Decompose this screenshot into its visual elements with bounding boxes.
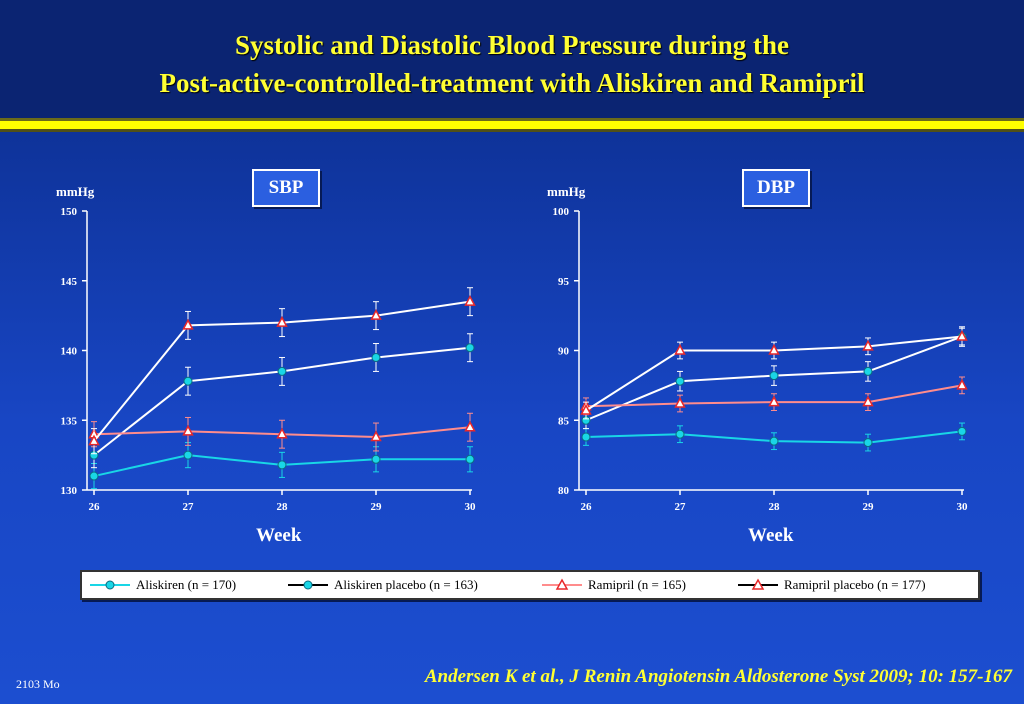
sbp-point-aliskiren xyxy=(277,460,287,470)
dbp-x-tick-label: 28 xyxy=(769,501,781,513)
dbp-point-aliskiren xyxy=(675,429,685,439)
dbp-point-ramipril_placebo xyxy=(674,343,686,355)
sbp-y-tick-label: 150 xyxy=(61,206,78,218)
dbp-point-ramipril xyxy=(768,395,780,407)
chart-legend: Aliskiren (n = 170) Aliskiren placebo (n… xyxy=(80,570,980,600)
dbp-point-ramipril xyxy=(674,396,686,408)
legend-label-ramipril-placebo: Ramipril placebo (n = 177) xyxy=(784,577,926,592)
sbp-point-aliskiren_placebo xyxy=(465,343,475,353)
sbp-point-aliskiren_placebo xyxy=(277,366,287,376)
sbp-y-tick-label: 140 xyxy=(61,346,78,358)
dbp-point-aliskiren xyxy=(957,426,967,436)
dbp-x-tick-label: 29 xyxy=(863,501,875,513)
sbp-x-tick-label: 30 xyxy=(465,501,477,513)
sbp-y-tick-label: 130 xyxy=(61,485,78,497)
dbp-x-tick-label: 27 xyxy=(675,501,687,513)
sbp-point-ramipril xyxy=(182,424,194,436)
dbp-point-ramipril_placebo xyxy=(580,403,592,415)
dbp-point-ramipril xyxy=(862,395,874,407)
dbp-x-tick-label: 30 xyxy=(957,501,969,513)
sbp-point-ramipril xyxy=(276,427,288,439)
dbp-point-aliskiren_placebo xyxy=(863,366,873,376)
legend-marker-ramipril-placebo-icon xyxy=(738,578,778,590)
sbp-x-tick-label: 27 xyxy=(183,501,195,513)
dbp-y-tick-label: 80 xyxy=(558,485,570,497)
sbp-point-ramipril_placebo xyxy=(182,318,194,330)
dbp-panel-title: DBP xyxy=(742,169,810,207)
sbp-x-axis-label: Week xyxy=(256,525,302,546)
dbp-point-aliskiren_placebo xyxy=(769,371,779,381)
slide-title-line-2: Post-active-controlled-treatment with Al… xyxy=(159,68,865,98)
dbp-point-aliskiren xyxy=(863,438,873,448)
dbp-point-aliskiren_placebo xyxy=(675,376,685,386)
title-divider-lower xyxy=(0,129,1024,132)
legend-label-ramipril: Ramipril (n = 165) xyxy=(588,577,686,592)
sbp-point-ramipril xyxy=(464,420,476,432)
dbp-y-tick-label: 90 xyxy=(558,346,570,358)
dbp-x-axis-label: Week xyxy=(748,525,794,546)
slide-code: 2103 Mo xyxy=(16,677,60,691)
dbp-y-tick-label: 100 xyxy=(553,206,570,218)
legend-marker-aliskiren-icon xyxy=(90,580,130,590)
sbp-y-axis-label: mmHg xyxy=(56,184,95,199)
legend-label-aliskiren-placebo: Aliskiren placebo (n = 163) xyxy=(334,577,478,592)
sbp-x-tick-label: 26 xyxy=(89,501,101,513)
sbp-point-aliskiren xyxy=(465,454,475,464)
dbp-x-tick-label: 26 xyxy=(581,501,593,513)
dbp-point-ramipril xyxy=(956,378,968,390)
sbp-point-aliskiren xyxy=(89,471,99,481)
sbp-y-tick-label: 135 xyxy=(61,415,78,427)
legend-marker-ramipril-icon xyxy=(542,578,582,590)
sbp-panel-title: SBP xyxy=(252,169,320,207)
dbp-point-ramipril_placebo xyxy=(768,343,780,355)
citation: Andersen K et al., J Renin Angiotensin A… xyxy=(424,666,1012,687)
dbp-point-ramipril_placebo xyxy=(862,339,874,351)
sbp-point-aliskiren xyxy=(371,454,381,464)
sbp-point-ramipril xyxy=(370,430,382,442)
sbp-point-ramipril_placebo xyxy=(464,295,476,306)
sbp-point-aliskiren_placebo xyxy=(371,352,381,362)
dbp-point-aliskiren xyxy=(581,432,591,442)
sbp-point-aliskiren_placebo xyxy=(183,376,193,386)
sbp-y-tick-label: 145 xyxy=(61,276,78,288)
title-bar: Systolic and Diastolic Blood Pressure du… xyxy=(0,0,1024,118)
legend-label-aliskiren: Aliskiren (n = 170) xyxy=(136,577,237,592)
sbp-point-aliskiren xyxy=(183,450,193,460)
dbp-y-tick-label: 85 xyxy=(558,415,570,427)
sbp-point-ramipril_placebo xyxy=(88,434,100,446)
sbp-point-ramipril_placebo xyxy=(370,309,382,320)
sbp-point-ramipril_placebo xyxy=(276,315,288,327)
sbp-x-tick-label: 29 xyxy=(371,501,383,513)
dbp-y-axis-label: mmHg xyxy=(547,184,586,199)
title-divider xyxy=(0,121,1024,129)
sbp-x-tick-label: 28 xyxy=(277,501,289,513)
dbp-y-tick-label: 95 xyxy=(558,276,570,288)
dbp-point-ramipril_placebo xyxy=(956,329,968,341)
slide-title-line-1: Systolic and Diastolic Blood Pressure du… xyxy=(234,30,790,60)
dbp-point-aliskiren xyxy=(769,436,779,446)
legend-marker-aliskiren-placebo-icon xyxy=(288,580,328,590)
title-divider-shadow xyxy=(0,118,1024,121)
